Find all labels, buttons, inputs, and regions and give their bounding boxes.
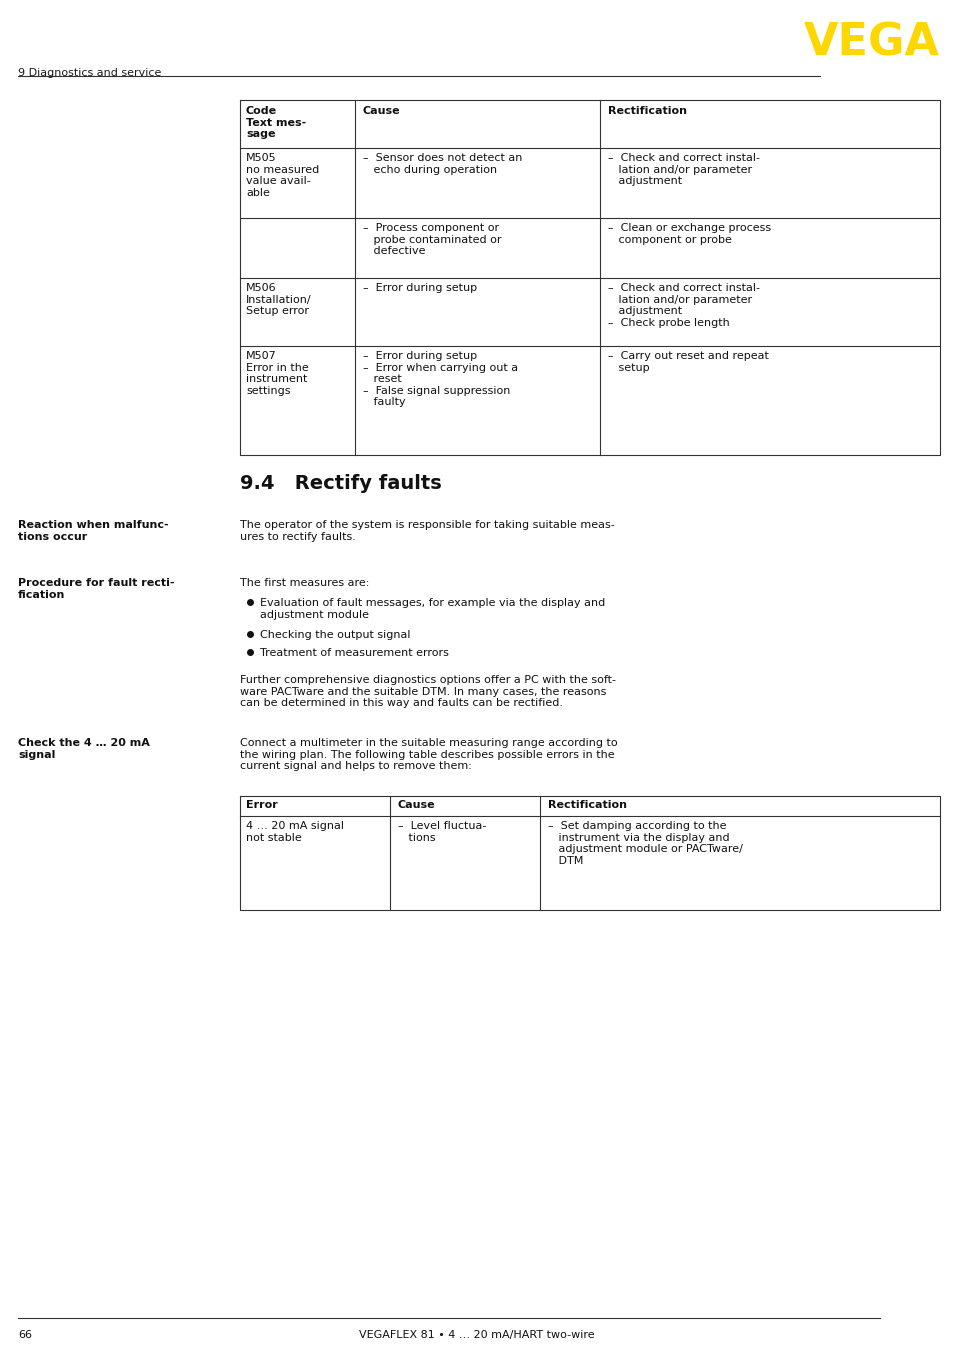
Text: 66: 66 xyxy=(18,1330,32,1340)
Text: –  Error during setup: – Error during setup xyxy=(363,283,476,292)
Text: M507
Error in the
instrument
settings: M507 Error in the instrument settings xyxy=(246,351,309,395)
Text: 4 … 20 mA signal
not stable: 4 … 20 mA signal not stable xyxy=(246,821,344,842)
Text: Check the 4 … 20 mA
signal: Check the 4 … 20 mA signal xyxy=(18,738,150,760)
Text: Checking the output signal: Checking the output signal xyxy=(260,630,410,640)
Text: Cause: Cause xyxy=(363,106,400,116)
Text: Error: Error xyxy=(246,800,277,810)
Text: –  Process component or
   probe contaminated or
   defective: – Process component or probe contaminate… xyxy=(363,223,501,256)
Text: –  Clean or exchange process
   component or probe: – Clean or exchange process component or… xyxy=(607,223,770,245)
Text: Evaluation of fault messages, for example via the display and
adjustment module: Evaluation of fault messages, for exampl… xyxy=(260,598,604,620)
Text: Rectification: Rectification xyxy=(607,106,686,116)
Text: Treatment of measurement errors: Treatment of measurement errors xyxy=(260,649,449,658)
Text: –  Level fluctua-
   tions: – Level fluctua- tions xyxy=(397,821,486,842)
Text: –  Check and correct instal-
   lation and/or parameter
   adjustment
–  Check p: – Check and correct instal- lation and/o… xyxy=(607,283,760,328)
Text: 9.4   Rectify faults: 9.4 Rectify faults xyxy=(240,474,441,493)
Text: –  Check and correct instal-
   lation and/or parameter
   adjustment: – Check and correct instal- lation and/o… xyxy=(607,153,760,187)
Text: Code
Text mes-
sage: Code Text mes- sage xyxy=(246,106,306,139)
Text: The operator of the system is responsible for taking suitable meas-
ures to rect: The operator of the system is responsibl… xyxy=(240,520,614,542)
Text: VEGA: VEGA xyxy=(803,22,939,65)
Text: Rectification: Rectification xyxy=(547,800,626,810)
Text: VEGAFLEX 81 • 4 … 20 mA/HART two-wire: VEGAFLEX 81 • 4 … 20 mA/HART two-wire xyxy=(359,1330,594,1340)
Text: –  Set damping according to the
   instrument via the display and
   adjustment : – Set damping according to the instrumen… xyxy=(547,821,742,865)
Text: Further comprehensive diagnostics options offer a PC with the soft-
ware PACTwar: Further comprehensive diagnostics option… xyxy=(240,676,616,708)
Text: 9 Diagnostics and service: 9 Diagnostics and service xyxy=(18,68,161,79)
Text: 42279-EN-130612: 42279-EN-130612 xyxy=(949,903,953,998)
Text: Cause: Cause xyxy=(397,800,436,810)
Text: M505
no measured
value avail-
able: M505 no measured value avail- able xyxy=(246,153,319,198)
Text: The first measures are:: The first measures are: xyxy=(240,578,369,588)
Text: Connect a multimeter in the suitable measuring range according to
the wiring pla: Connect a multimeter in the suitable mea… xyxy=(240,738,617,772)
Text: –  Sensor does not detect an
   echo during operation: – Sensor does not detect an echo during … xyxy=(363,153,522,175)
Text: –  Carry out reset and repeat
   setup: – Carry out reset and repeat setup xyxy=(607,351,768,372)
Text: M506
Installation/
Setup error: M506 Installation/ Setup error xyxy=(246,283,312,317)
Text: Procedure for fault recti-
fication: Procedure for fault recti- fication xyxy=(18,578,174,600)
Text: –  Error during setup
–  Error when carrying out a
   reset
–  False signal supp: – Error during setup – Error when carryi… xyxy=(363,351,517,408)
Text: Reaction when malfunc-
tions occur: Reaction when malfunc- tions occur xyxy=(18,520,169,542)
